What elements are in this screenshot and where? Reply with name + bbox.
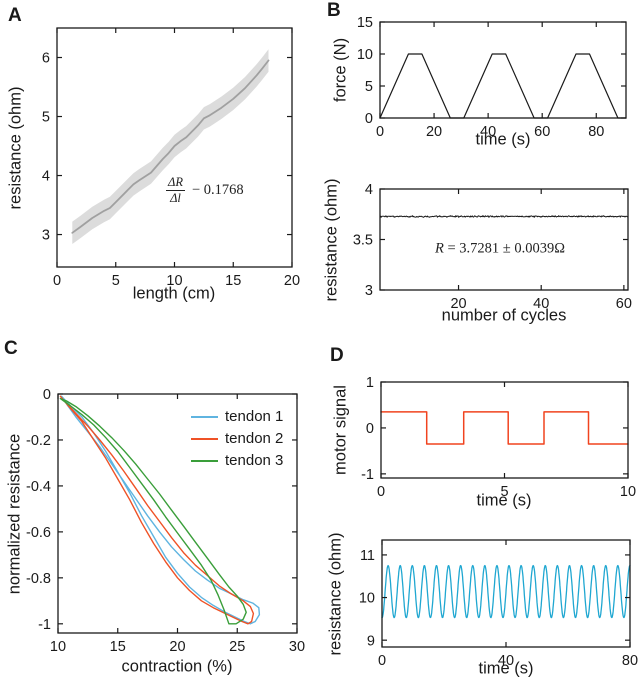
slope-fraction-denominator: Δl <box>170 191 181 206</box>
plot-box <box>380 381 629 479</box>
y-tick-label: 0 <box>365 111 373 127</box>
panel-d-top-xlabel: time (s) <box>476 491 532 510</box>
x-tick-label: 60 <box>534 124 550 140</box>
y-tick-label: -0.6 <box>26 525 51 541</box>
x-tick-label: 5 <box>500 484 508 500</box>
panel-d-top-ylabel: motor signal <box>331 385 350 475</box>
y-tick-label: 0 <box>366 421 374 437</box>
x-tick-label: 0 <box>376 124 384 140</box>
x-tick-label: 0 <box>378 653 386 669</box>
resistance-annotation-value: = 3.7281 ± 0.0039Ω <box>443 240 566 257</box>
y-tick-label: 15 <box>357 15 373 31</box>
panel-b-top-xlabel: time (s) <box>475 130 531 149</box>
series-motor-signal <box>380 411 629 445</box>
confidence-band <box>72 49 269 245</box>
legend-swatch-tendon-2 <box>191 437 218 440</box>
y-tick-label: 5 <box>365 79 373 95</box>
legend-label-tendon-1: tendon 1 <box>225 408 284 425</box>
panel-letter-b: B <box>327 0 342 21</box>
y-tick-label: 4 <box>365 182 373 198</box>
resistance-annotation-symbol: R <box>434 240 444 257</box>
x-tick-label: 40 <box>533 296 549 312</box>
y-tick-label: -0.4 <box>26 479 51 495</box>
x-tick-label: 20 <box>284 273 300 289</box>
x-tick-label: 5 <box>112 273 120 289</box>
x-tick-label: 20 <box>169 639 185 655</box>
y-tick-label: 1 <box>366 375 374 391</box>
panel-d-bottom-xlabel: time (s) <box>478 659 534 678</box>
slope-fraction-numerator: ΔR <box>166 175 185 192</box>
legend-item-tendon-1: tendon 1 <box>191 408 283 425</box>
series-tendon-2 <box>59 395 255 625</box>
plot-box <box>379 188 629 291</box>
y-tick-label: -0.8 <box>26 571 51 587</box>
series-force <box>379 53 627 119</box>
series-resistance <box>381 564 631 619</box>
x-tick-label: 20 <box>450 296 466 312</box>
y-tick-label: -0.2 <box>26 433 51 449</box>
y-tick-label: -1 <box>38 617 51 633</box>
x-tick-label: 40 <box>498 653 514 669</box>
x-tick-label: 10 <box>620 484 636 500</box>
x-tick-label: 15 <box>110 639 126 655</box>
x-tick-label: 0 <box>377 484 385 500</box>
panel-b-bottom-ylabel: resistance (ohm) <box>322 178 341 302</box>
legend-label-tendon-3: tendon 3 <box>225 452 284 469</box>
legend-label-tendon-2: tendon 2 <box>225 430 284 447</box>
panel-c-xlabel: contraction (%) <box>121 657 233 676</box>
y-tick-label: 0 <box>43 387 51 403</box>
panel-a-xlabel: length (cm) <box>132 284 216 303</box>
panel-b-top-ylabel: force (N) <box>331 37 350 103</box>
legend: tendon 1 tendon 2 tendon 3 <box>191 408 283 469</box>
series-tendon-3 <box>59 397 247 625</box>
panel-letter-c: C <box>4 338 19 359</box>
panel-b-bottom-xlabel: number of cycles <box>441 306 567 325</box>
y-tick-label: 3 <box>365 283 373 299</box>
x-tick-label: 80 <box>622 653 638 669</box>
x-tick-label: 30 <box>289 639 305 655</box>
legend-item-tendon-2: tendon 2 <box>191 430 283 447</box>
series-tendon-1 <box>60 395 261 625</box>
y-tick-label: 9 <box>367 633 375 649</box>
slope-value: − 0.1768 <box>191 182 244 199</box>
x-tick-label: 60 <box>616 296 632 312</box>
plot-box <box>379 21 627 119</box>
x-tick-label: 20 <box>426 124 442 140</box>
x-tick-label: 0 <box>53 273 61 289</box>
y-tick-label: 4 <box>42 169 50 185</box>
x-tick-label: 10 <box>50 639 66 655</box>
x-tick-label: 40 <box>480 124 496 140</box>
y-tick-label: 6 <box>42 51 50 67</box>
y-tick-label: 10 <box>359 591 375 607</box>
x-tick-label: 15 <box>225 273 241 289</box>
y-tick-label: 3 <box>42 228 50 244</box>
series-mean-resistance <box>71 59 270 234</box>
y-tick-label: 10 <box>357 47 373 63</box>
x-tick-label: 10 <box>166 273 182 289</box>
resistance-annotation: R = 3.7281 ± 0.0039Ω <box>435 241 565 258</box>
panel-a-ylabel: resistance (ohm) <box>6 86 25 210</box>
panel-letter-d: D <box>330 345 345 366</box>
series-resistance <box>379 215 629 218</box>
slope-annotation: ΔR Δl − 0.1768 <box>166 175 244 206</box>
x-tick-label: 25 <box>229 639 245 655</box>
x-tick-label: 80 <box>588 124 604 140</box>
legend-swatch-tendon-3 <box>191 459 218 462</box>
y-tick-label: 5 <box>42 110 50 126</box>
legend-swatch-tendon-1 <box>191 415 218 418</box>
slope-fraction: ΔR Δl <box>166 175 185 206</box>
panel-letter-a: A <box>8 5 23 26</box>
y-tick-label: 3.5 <box>353 233 373 249</box>
legend-item-tendon-3: tendon 3 <box>191 452 283 469</box>
y-tick-label: -1 <box>361 467 374 483</box>
y-tick-label: 11 <box>360 548 375 564</box>
panel-d-bottom-ylabel: resistance (ohm) <box>326 532 345 656</box>
panel-c-ylabel: normalized resistance <box>5 433 24 595</box>
